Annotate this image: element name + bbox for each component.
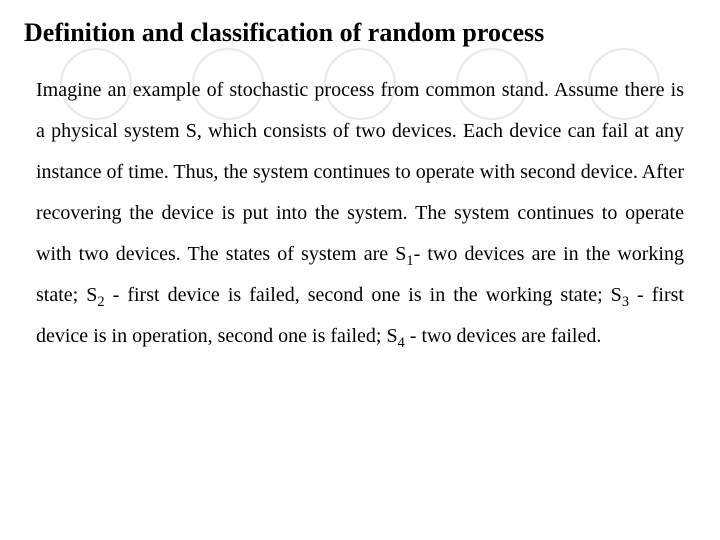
- text-segment: Imagine an example of stochastic process…: [36, 79, 684, 265]
- slide-content: Definition and classification of random …: [0, 0, 720, 357]
- body-paragraph: Imagine an example of stochastic process…: [32, 70, 688, 357]
- subscript: 4: [398, 335, 405, 351]
- text-segment: - first device is failed, second one is …: [105, 284, 622, 306]
- page-title: Definition and classification of random …: [24, 18, 688, 48]
- subscript: 3: [622, 294, 629, 310]
- text-segment: - two devices are failed.: [405, 325, 602, 347]
- subscript: 2: [97, 294, 104, 310]
- subscript: 1: [406, 253, 413, 269]
